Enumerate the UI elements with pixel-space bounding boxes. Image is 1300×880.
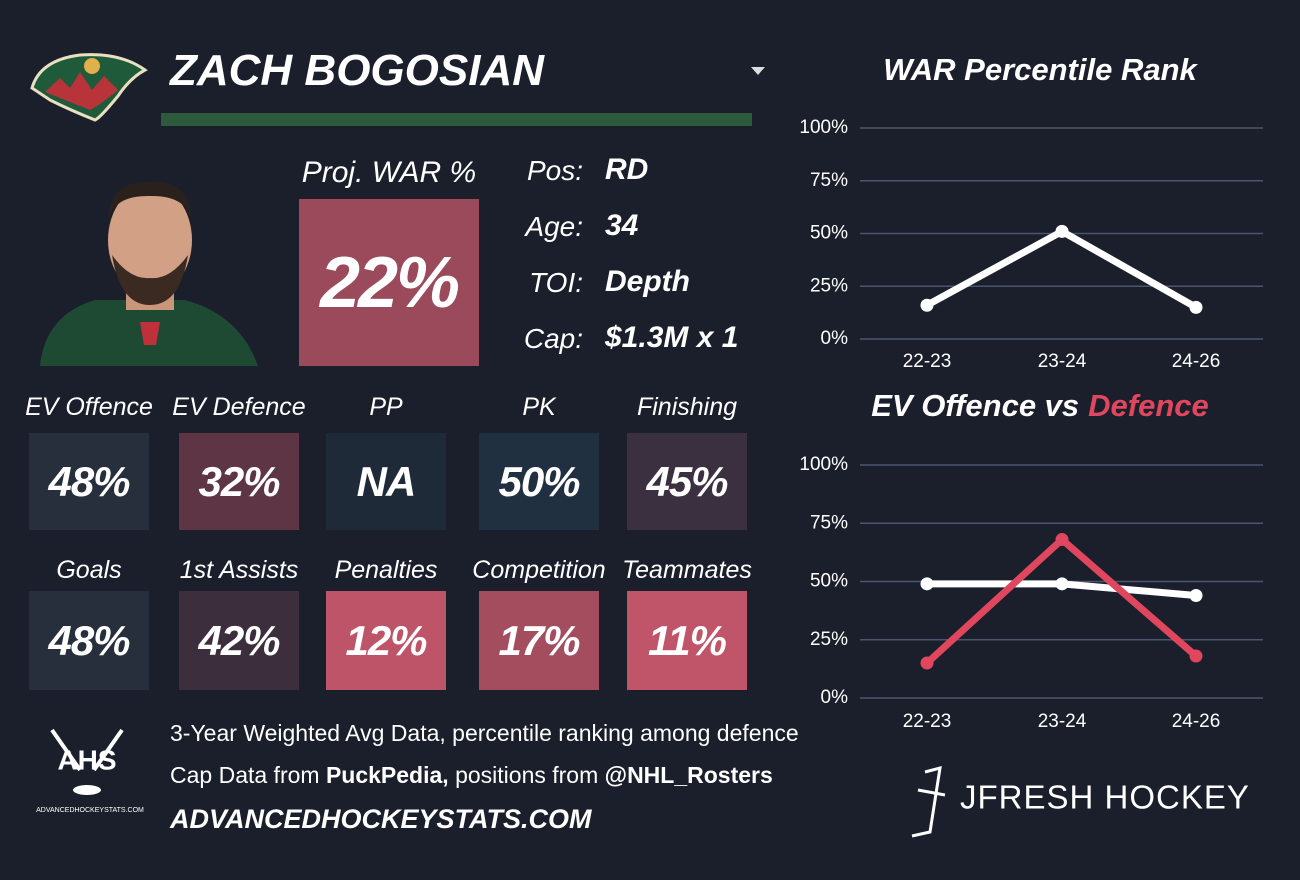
info-value: $1.3M x 1 <box>605 321 739 354</box>
y-tick-label: 75% <box>810 512 848 533</box>
tile-value: 32% <box>179 433 299 530</box>
point <box>1189 300 1203 314</box>
footer-text: @NHL_Rosters <box>604 762 773 788</box>
dropdown[interactable] <box>751 67 765 75</box>
footer-line2: Cap Data from PuckPedia, positions from … <box>170 762 773 789</box>
info-value: Depth <box>605 265 690 298</box>
proj-label: Proj. WAR % <box>301 156 477 189</box>
team-logo <box>30 53 148 122</box>
footer-line1: 3-Year Weighted Avg Data, percentile ran… <box>170 720 799 746</box>
series-line <box>925 227 1198 311</box>
point <box>1055 224 1069 238</box>
player-name: ZACH BOGOSIAN <box>170 46 544 95</box>
footer-text: PuckPedia, <box>325 762 449 788</box>
y-tick-label: 75% <box>810 170 848 191</box>
point <box>920 656 934 670</box>
tile-value: 11% <box>627 591 747 690</box>
tile-label: PP <box>369 393 403 421</box>
player-photo <box>40 181 258 366</box>
point <box>1189 588 1203 602</box>
tile-label: EV Defence <box>172 393 306 421</box>
tile-label: Teammates <box>622 556 752 584</box>
info-label: Age: <box>525 211 583 242</box>
tile-label: 1st Assists <box>179 556 299 584</box>
jfresh-logo: JFRESH HOCKEY <box>911 765 1250 838</box>
ahs-logo: AHS ADVANCEDHOCKEYSTATS.COM <box>36 728 144 814</box>
tile-label: Goals <box>56 556 122 584</box>
point <box>920 577 934 591</box>
x-tick-label: 22-23 <box>903 711 952 732</box>
tile-value: 50% <box>479 433 599 530</box>
x-tick-label: 23-24 <box>1038 711 1087 732</box>
y-tick-label: 100% <box>799 117 848 138</box>
chart-title: EV Offence vs Defence <box>871 388 1209 423</box>
point <box>920 298 934 312</box>
series-line <box>924 536 1199 666</box>
y-tick-label: 50% <box>810 223 848 244</box>
y-tick-label: 50% <box>810 571 848 592</box>
tile-label: PK <box>522 393 556 421</box>
tile-value: 48% <box>29 591 149 690</box>
x-tick-label: 22-23 <box>903 351 952 372</box>
footer-text: Cap Data from <box>170 762 320 788</box>
proj-value: 22% <box>299 199 479 366</box>
x-tick-label: 23-24 <box>1038 351 1087 372</box>
tile-value: NA <box>326 433 446 530</box>
title-part: WAR Percentile Rank <box>883 52 1198 87</box>
info-value: RD <box>605 153 649 186</box>
brand: JFRESH HOCKEY <box>960 779 1250 816</box>
tile-label: Finishing <box>636 393 738 421</box>
point <box>1055 577 1069 591</box>
ahs-text: AHS <box>57 744 116 775</box>
footer-text: positions from <box>455 762 599 788</box>
title-part: EV Offence vs <box>871 388 1079 423</box>
footer-site: ADVANCEDHOCKEYSTATS.COM <box>170 804 592 834</box>
tile-value: 12% <box>326 591 446 690</box>
tile-value: 42% <box>179 591 299 690</box>
tile-value: 45% <box>627 433 747 530</box>
x-tick-label: 24-26 <box>1172 351 1221 372</box>
y-tick-label: 25% <box>810 275 848 296</box>
info-label: Cap: <box>523 323 583 354</box>
tile-value: 17% <box>479 591 599 690</box>
info-label: Pos: <box>526 155 583 186</box>
info-label: TOI: <box>529 267 583 298</box>
tile-label: EV Offence <box>25 393 153 421</box>
point <box>1189 649 1203 663</box>
point <box>1055 533 1069 547</box>
ahs-small: ADVANCEDHOCKEYSTATS.COM <box>36 807 144 814</box>
y-tick-label: 25% <box>810 629 848 650</box>
y-tick-label: 0% <box>821 687 849 708</box>
tile-value: 48% <box>29 433 149 530</box>
y-tick-label: 100% <box>799 454 848 475</box>
progress-bar <box>161 113 752 126</box>
chart-title: WAR Percentile Rank <box>883 52 1198 87</box>
tile-label: Competition <box>472 556 606 584</box>
tile-label: Penalties <box>334 556 438 584</box>
title-part: Defence <box>1088 388 1209 423</box>
info-value: 34 <box>605 209 639 242</box>
y-tick-label: 0% <box>821 328 849 349</box>
x-tick-label: 24-26 <box>1172 711 1221 732</box>
